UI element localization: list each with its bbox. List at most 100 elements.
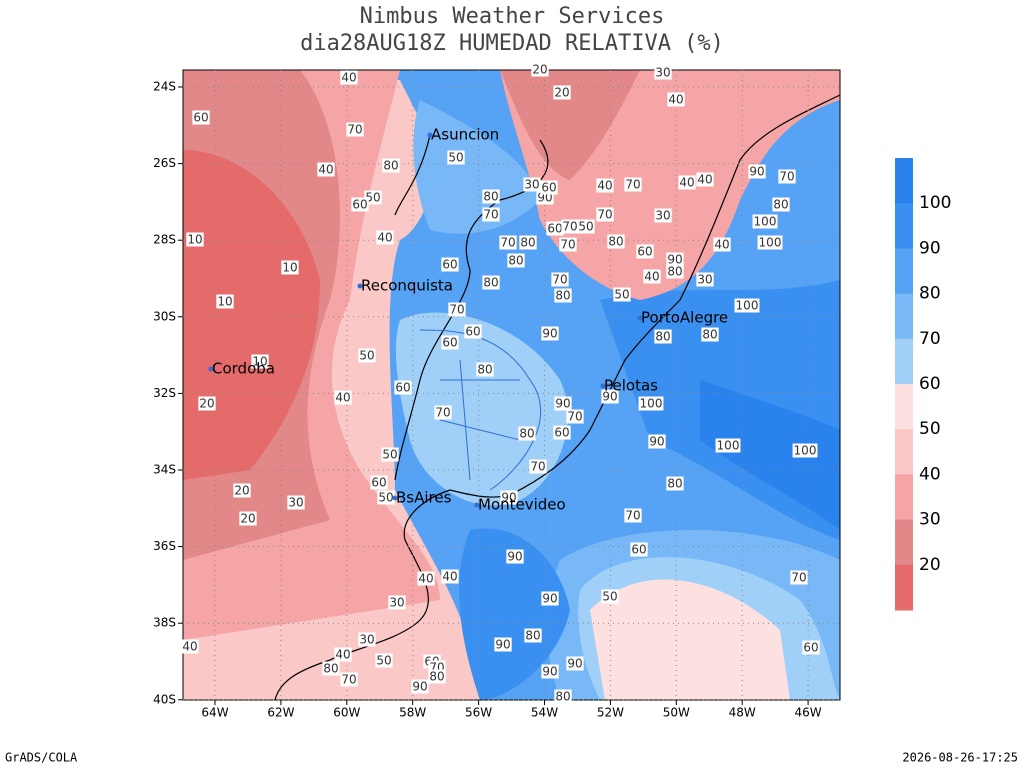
contour-label-bg [752,214,778,229]
contour-label: 40 [377,231,392,245]
contour-label-bg [411,679,429,694]
contour-label: 50 [378,491,393,505]
contour-label-bg [358,632,376,647]
lat-tick-label: 36S [153,539,176,553]
lat-tick-label: 30S [153,309,176,323]
contour-label: 90 [542,592,557,606]
contour-label: 90 [749,165,764,179]
contour-label: 40 [418,572,433,586]
contour-label-bg [441,335,459,350]
colorbar-label: 30 [919,510,941,530]
contour-label-bg [678,175,696,190]
contour-label: 30 [288,496,303,510]
subtitle: dia28AUG18Z HUMEDAD RELATIVA (%) [300,31,724,56]
contour-label: 60 [442,258,457,272]
contour-label-bg [648,434,666,449]
contour-label-bg [596,178,614,193]
contour-label: 90 [649,435,664,449]
contour-label: 70 [435,406,450,420]
contour-label-bg [216,294,234,309]
contour-label-bg [541,326,559,341]
contour-label: 90 [412,680,427,694]
contour-label-bg [596,207,614,222]
humidity-field [183,70,840,700]
contour-label: 70 [779,170,794,184]
contour-label-bg [322,661,340,676]
contour-label: 90 [567,657,582,671]
city-marker [637,315,643,321]
footer-right: 2026-08-26-17:25 [902,751,1018,765]
contour-label: 30 [655,66,670,80]
contour-label-bg [377,490,395,505]
contour-label: 80 [655,330,670,344]
contour-label-bg [696,272,714,287]
contour-label-bg [529,459,547,474]
contour-label: 70 [562,220,577,234]
contour-label: 80 [383,159,398,173]
contour-label-bg [375,653,393,668]
contour-label-bg [790,570,808,585]
contour-label: 50 [382,448,397,462]
colorbar-label: 40 [919,464,941,484]
colorbar-box [895,338,913,385]
contour-label-bg [566,409,584,424]
contour-label-bg [428,669,446,684]
contour-label: 40 [318,163,333,177]
colorbar-box [895,248,913,295]
contour-label: 30 [655,209,670,223]
lon-tick-label: 64W [201,706,228,720]
contour-label-bg [624,177,642,192]
contour-label: 50 [602,590,617,604]
contour-label-bg [613,287,631,302]
city-marker [208,366,214,372]
contour-label-bg [715,438,741,453]
contour-label: 50 [359,349,374,363]
contour-label-bg [524,628,542,643]
lat-tick-label: 28S [153,233,176,247]
contour-label: 90 [542,327,557,341]
contour-label: 50 [376,654,391,668]
contour-label-bg [666,476,684,491]
contour-label-bg [531,62,549,77]
contour-label: 20 [240,512,255,526]
contour-label-bg [541,664,559,679]
contour-label: 70 [341,673,356,687]
contour-label: 80 [555,289,570,303]
contour-label-bg [364,190,382,205]
lat-tick-label: 38S [153,616,176,630]
contour-label: 40 [668,93,683,107]
contour-label-bg [540,180,558,195]
colorbar-box [895,429,913,475]
contour-label-bg [624,508,642,523]
city-label: Asuncion [431,126,499,144]
contour-label: 60 [442,336,457,350]
contour-label: 10 [217,295,232,309]
contour-label-bg [713,237,731,252]
contour-label-bg [181,639,199,654]
colorbar-box [895,293,913,340]
contour-label: 40 [442,570,457,584]
contour-label-bg [340,70,358,85]
lat-tick-label: 24S [153,80,176,94]
contour-label-bg [546,221,564,236]
contour-label-bg [447,150,465,165]
city-label: Pelotas [604,377,658,395]
contour-label: 70 [347,123,362,137]
contour-label-bg [394,380,412,395]
contour-label: 50 [614,288,629,302]
city-marker [357,283,363,289]
lat-tick-label: 32S [153,386,176,400]
contour-label-bg [701,327,719,342]
contour-label-bg [772,197,790,212]
contour-label: 90 [602,390,617,404]
contour-label-bg [802,640,820,655]
lon-tick-label: 48W [729,706,756,720]
city-label: Reconquista [361,277,453,295]
contour-label: 80 [519,427,534,441]
contour-label-bg [351,197,369,212]
contour-label: 70 [560,238,575,252]
contour-label-bg [757,235,783,250]
lat-tick-label: 26S [153,156,176,170]
contour-label: 100 [794,444,817,458]
